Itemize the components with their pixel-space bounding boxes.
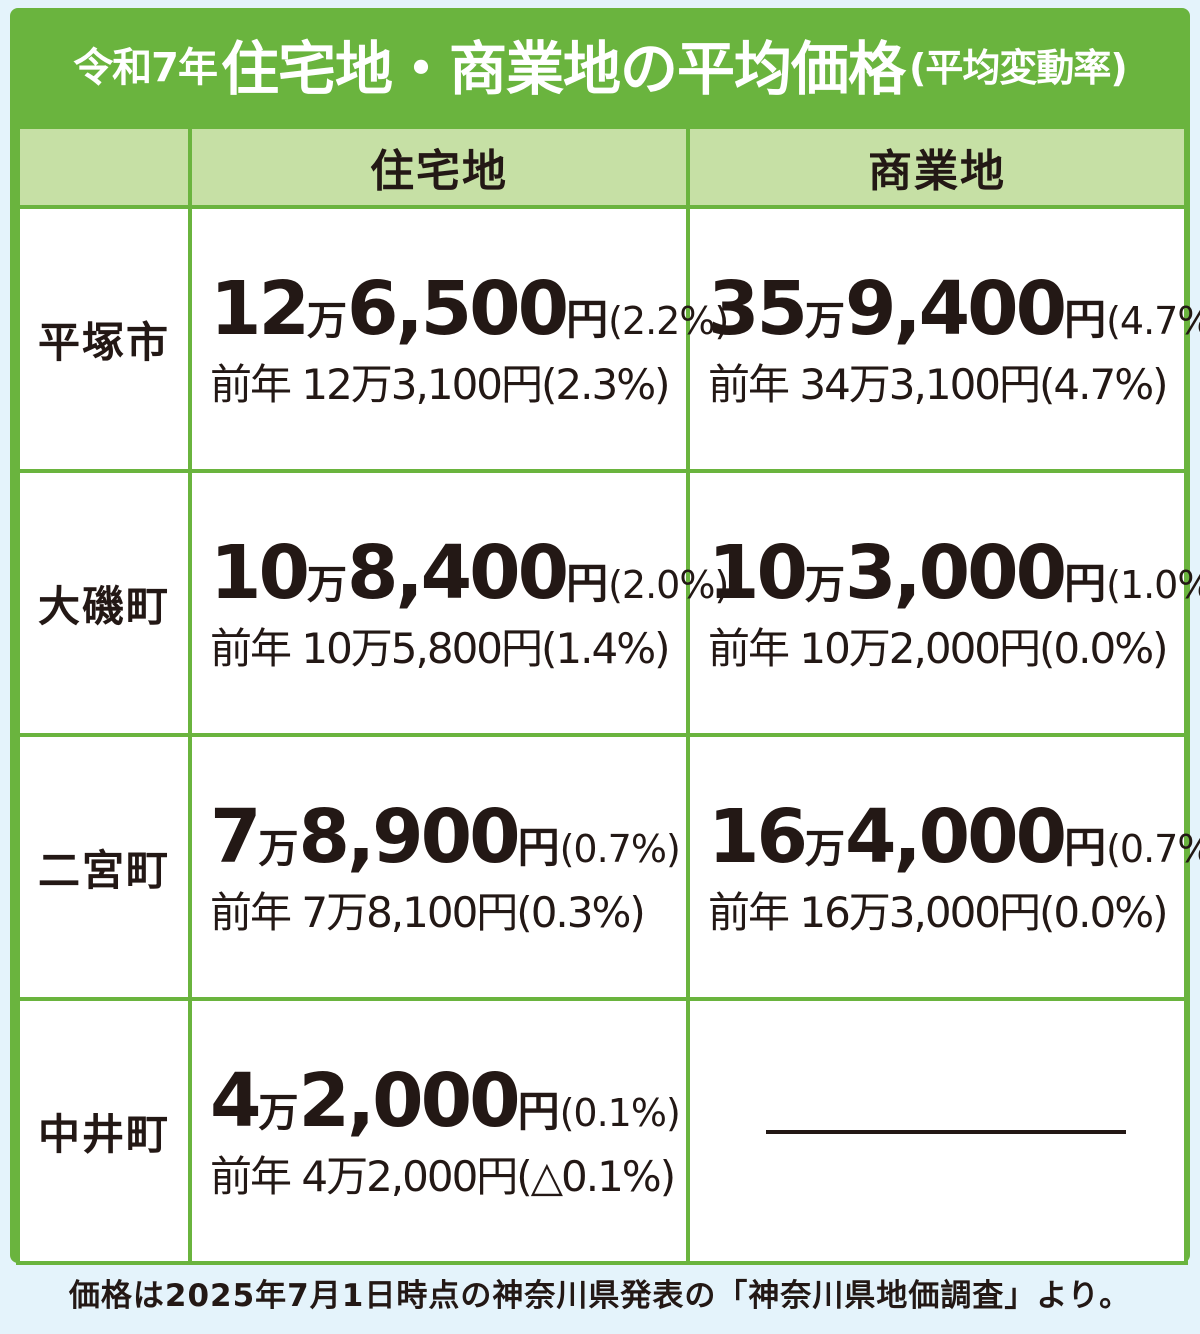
commercial-price-cell-empty	[686, 997, 1188, 1265]
title-year: 令和7年	[73, 45, 218, 91]
current-price: 7万8,900円(0.7%)	[210, 794, 681, 880]
header-corner-cell	[16, 125, 192, 209]
page-title: 令和7年 住宅地・商業地の平均価格 (平均変動率)	[10, 8, 1190, 120]
current-price: 16万4,000円(0.7%)	[708, 800, 1200, 874]
change-rate: (4.7%)	[1106, 299, 1200, 343]
residential-price-cell: 7万8,900円(0.7%) 前年 7万8,100円(0.3%)	[188, 733, 690, 1001]
price-table: 住宅地 商業地 平塚市 12万6,500円(2.2%) 前年 12万3,100円…	[16, 125, 1200, 1265]
previous-year-price: 前年 10万2,000円(0.0%)	[708, 624, 1169, 673]
table-row: 大磯町 10万8,400円(2.0%) 前年 10万5,800円(1.4%) 1…	[16, 469, 1200, 737]
previous-year-price: 前年 4万2,000円(△0.1%)	[210, 1152, 676, 1201]
residential-price-cell: 4万2,000円(0.1%) 前年 4万2,000円(△0.1%)	[188, 997, 690, 1265]
change-rate: (2.0%)	[608, 563, 729, 607]
table-row: 平塚市 12万6,500円(2.2%) 前年 12万3,100円(2.3%) 3…	[16, 205, 1200, 473]
source-footnote: 価格は2025年7月1日時点の神奈川県発表の「神奈川県地価調査」より。	[68, 1278, 1132, 1314]
current-price: 10万3,000円(1.0%)	[708, 536, 1200, 610]
change-rate: (0.7%)	[1106, 827, 1200, 871]
commercial-price-cell: 35万9,400円(4.7%) 前年 34万3,100円(4.7%)	[686, 205, 1200, 473]
table-row: 中井町 4万2,000円(0.1%) 前年 4万2,000円(△0.1%)	[16, 997, 1188, 1265]
previous-year-price: 前年 16万3,000円(0.0%)	[708, 888, 1169, 937]
residential-price-cell: 12万6,500円(2.2%) 前年 12万3,100円(2.3%)	[188, 205, 729, 473]
region-name: 大磯町	[16, 469, 192, 737]
previous-year-price: 前年 7万8,100円(0.3%)	[210, 888, 646, 937]
region-name: 中井町	[16, 997, 192, 1265]
change-rate: (0.1%)	[559, 1091, 681, 1135]
previous-year-price: 前年 12万3,100円(2.3%)	[210, 360, 671, 409]
previous-year-price: 前年 10万5,800円(1.4%)	[210, 624, 671, 673]
current-price: 10万8,400円(2.0%)	[210, 530, 729, 616]
change-rate: (2.2%)	[608, 299, 729, 343]
current-price: 12万6,500円(2.2%)	[210, 266, 729, 352]
commercial-price-cell: 16万4,000円(0.7%) 前年 16万3,000円(0.0%)	[686, 733, 1200, 1001]
change-rate: (0.7%)	[559, 827, 681, 871]
no-data-dash	[766, 1130, 1126, 1134]
header-residential: 住宅地	[188, 125, 690, 209]
region-name: 二宮町	[16, 733, 192, 1001]
title-main: 住宅地・商業地の平均価格	[221, 35, 906, 103]
residential-price-cell: 10万8,400円(2.0%) 前年 10万5,800円(1.4%)	[188, 469, 729, 737]
previous-year-price: 前年 34万3,100円(4.7%)	[708, 360, 1169, 409]
title-subtitle: (平均変動率)	[909, 45, 1128, 90]
table-row: 二宮町 7万8,900円(0.7%) 前年 7万8,100円(0.3%) 16万…	[16, 733, 1200, 1001]
table-frame: 令和7年 住宅地・商業地の平均価格 (平均変動率) 住宅地 商業地 平塚市 12…	[10, 8, 1200, 1265]
current-price: 35万9,400円(4.7%)	[708, 272, 1200, 346]
commercial-price-cell: 10万3,000円(1.0%) 前年 10万2,000円(0.0%)	[686, 469, 1200, 737]
table-header-row: 住宅地 商業地	[16, 125, 1188, 209]
change-rate: (1.0%)	[1106, 563, 1200, 607]
region-name: 平塚市	[16, 205, 192, 473]
header-commercial: 商業地	[686, 125, 1188, 209]
current-price: 4万2,000円(0.1%)	[210, 1058, 681, 1144]
